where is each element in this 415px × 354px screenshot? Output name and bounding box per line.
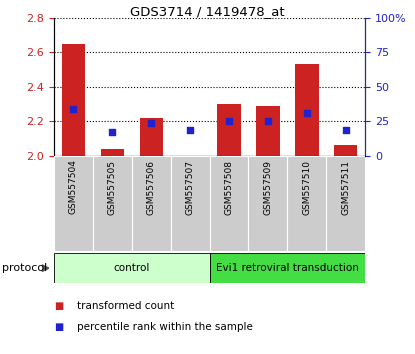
Text: GSM557511: GSM557511 bbox=[341, 160, 350, 215]
Text: GSM557504: GSM557504 bbox=[69, 160, 78, 215]
Point bbox=[187, 127, 193, 133]
Bar bbox=[334, 145, 357, 156]
Text: GDS3714 / 1419478_at: GDS3714 / 1419478_at bbox=[130, 5, 285, 18]
Bar bbox=[256, 106, 280, 156]
Text: GSM557505: GSM557505 bbox=[108, 160, 117, 215]
Bar bbox=[249, 156, 287, 251]
Bar bbox=[93, 156, 132, 251]
Point bbox=[303, 110, 310, 115]
Bar bbox=[62, 44, 85, 156]
Text: GSM557509: GSM557509 bbox=[264, 160, 272, 215]
Point bbox=[265, 118, 271, 124]
Point bbox=[70, 106, 77, 112]
Bar bbox=[139, 118, 163, 156]
Bar bbox=[287, 156, 326, 251]
Text: GSM557507: GSM557507 bbox=[186, 160, 195, 215]
Text: control: control bbox=[114, 263, 150, 273]
Point bbox=[109, 129, 116, 135]
Text: GSM557506: GSM557506 bbox=[147, 160, 156, 215]
Text: Evi1 retroviral transduction: Evi1 retroviral transduction bbox=[216, 263, 359, 273]
Bar bbox=[101, 149, 124, 156]
Bar bbox=[210, 253, 365, 283]
Bar bbox=[54, 253, 210, 283]
Text: transformed count: transformed count bbox=[77, 301, 174, 311]
Text: GSM557510: GSM557510 bbox=[303, 160, 311, 215]
Bar bbox=[217, 104, 241, 156]
Text: GSM557508: GSM557508 bbox=[225, 160, 234, 215]
Bar bbox=[54, 156, 93, 251]
Text: percentile rank within the sample: percentile rank within the sample bbox=[77, 322, 253, 332]
Text: ■: ■ bbox=[54, 301, 63, 311]
Bar bbox=[295, 64, 319, 156]
Text: protocol: protocol bbox=[2, 263, 47, 273]
Point bbox=[226, 118, 232, 124]
Bar bbox=[326, 156, 365, 251]
Text: ■: ■ bbox=[54, 322, 63, 332]
Point bbox=[342, 127, 349, 133]
Bar bbox=[132, 156, 171, 251]
Bar bbox=[210, 156, 249, 251]
Point bbox=[148, 120, 154, 126]
Bar bbox=[171, 156, 210, 251]
